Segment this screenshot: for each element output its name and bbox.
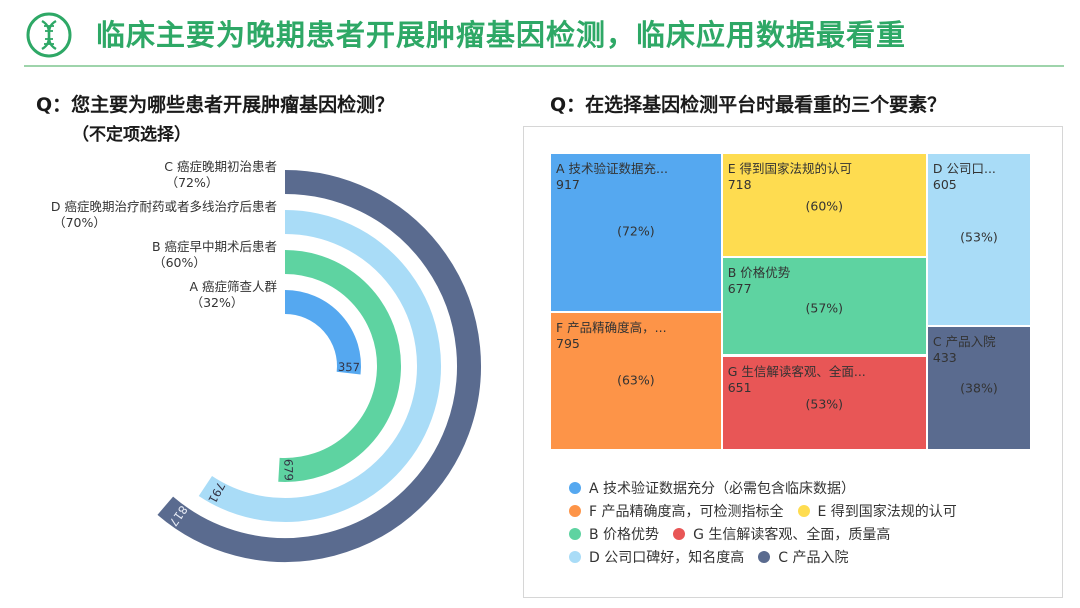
legend-item[interactable]: E 得到国家法规的认可 xyxy=(797,501,957,524)
legend-row: B 价格优势 G 生信解读客观、全面，质量高 xyxy=(569,524,971,547)
dna-logo-icon xyxy=(26,12,72,58)
treemap-cell-value: 433 xyxy=(932,350,957,366)
legend-label: A 技术验证数据充分（必需包含临床数据） xyxy=(589,481,856,497)
question-2: Q：在选择基因检测平台时最看重的三个要素？ xyxy=(550,94,947,116)
legend-swatch-icon xyxy=(673,528,686,540)
treemap-cell-name: D 公司口... xyxy=(932,161,996,176)
treemap-cell-C: C 产品入院 433 (38%) xyxy=(927,327,1030,449)
legend-item[interactable]: G 生信解读客观、全面，质量高 xyxy=(673,524,890,547)
radial-pct-label-C: （72%） xyxy=(166,175,219,190)
radial-category-label-D: D 癌症晚期治疗耐药或者多线治疗后患者 xyxy=(51,199,277,214)
treemap-legend: A 技术验证数据充分（必需包含临床数据） F 产品精确度高，可检测指标全 E 得到国… xyxy=(569,478,971,570)
legend-item[interactable]: B 价格优势 xyxy=(569,524,659,547)
legend-label: D 公司口碑好，知名度高 xyxy=(589,550,745,566)
question-1: Q：您主要为哪些患者开展肿瘤基因检测？ xyxy=(36,94,395,116)
treemap-cell-pct: (60%) xyxy=(805,198,844,214)
title-divider xyxy=(24,65,1064,67)
treemap-cell-value: 795 xyxy=(556,336,580,352)
treemap-cell-pct: (53%) xyxy=(960,229,998,245)
legend-item[interactable]: A 技术验证数据充分（必需包含临床数据） xyxy=(569,478,855,501)
treemap-cell-pct: (53%) xyxy=(805,396,844,412)
treemap-cell-name: C 产品入院 xyxy=(932,334,996,350)
radial-category-label-A: A 癌症筛查人群 xyxy=(189,279,277,294)
legend-label: C 产品入院 xyxy=(778,550,849,566)
treemap-cell-pct: (38%) xyxy=(960,380,998,396)
legend-swatch-icon xyxy=(758,551,771,563)
radial-bar-D xyxy=(198,210,441,522)
radial-bar-C xyxy=(157,170,481,562)
treemap-cell-E: E 得到国家法规的认可 718 (60%) xyxy=(722,154,926,257)
treemap-cell-value: 718 xyxy=(727,177,752,192)
page-title: 临床主要为晚期患者开展肿瘤基因检测，临床应用数据最看重 xyxy=(96,18,907,52)
treemap-cell-B: B 价格优势 677 (57%) xyxy=(722,258,926,355)
treemap-cell-G: G 生信解读客观、全面... 651 (53%) xyxy=(722,356,926,449)
legend-row: D 公司口碑好，知名度高 C 产品入院 xyxy=(569,547,971,570)
treemap-cell-pct: (72%) xyxy=(617,223,655,239)
radial-pct-label-A: （32%） xyxy=(191,295,244,310)
legend-item[interactable]: D 公司口碑好，知名度高 xyxy=(569,547,744,570)
legend-swatch-icon xyxy=(569,505,581,517)
question-1-subtitle: （不定项选择） xyxy=(72,125,191,145)
radial-category-label-C: C 癌症晚期初治患者 xyxy=(164,159,277,174)
legend-label: G 生信解读客观、全面，质量高 xyxy=(693,527,891,543)
treemap-cell-pct: (57%) xyxy=(805,300,844,316)
treemap-cell-A: A 技术验证数据充... 917 (72%) xyxy=(551,154,721,312)
legend-swatch-icon xyxy=(569,528,581,540)
legend-swatch-icon xyxy=(797,505,810,517)
treemap-cell-value: 651 xyxy=(727,379,752,395)
treemap-cell-name: G 生信解读客观、全面... xyxy=(727,363,866,379)
legend-label: F 产品精确度高，可检测指标全 xyxy=(589,504,784,520)
treemap-cell-D: D 公司口... 605 (53%) xyxy=(927,154,1030,326)
radial-value-label-A: 357 xyxy=(338,360,360,375)
radial-bar-A xyxy=(284,290,361,375)
legend-row: F 产品精确度高，可检测指标全 E 得到国家法规的认可 xyxy=(569,501,971,524)
legend-row: A 技术验证数据充分（必需包含临床数据） xyxy=(569,478,971,501)
treemap-cell-F: F 产品精确度高，... 795 (63%) xyxy=(551,313,721,449)
radial-pct-label-D: （70%） xyxy=(53,215,106,230)
treemap-cell-value: 605 xyxy=(932,177,957,192)
treemap-cell-value: 677 xyxy=(727,281,752,297)
treemap-cell-name: F 产品精确度高，... xyxy=(556,320,667,336)
treemap-cell-name: B 价格优势 xyxy=(727,265,791,281)
treemap-cell-name: A 技术验证数据充... xyxy=(556,161,668,176)
legend-label: E 得到国家法规的认可 xyxy=(817,504,957,520)
treemap-cell-pct: (63%) xyxy=(617,372,655,388)
legend-swatch-icon xyxy=(569,551,581,563)
legend-item[interactable]: F 产品精确度高，可检测指标全 xyxy=(569,501,784,524)
treemap-cell-name: E 得到国家法规的认可 xyxy=(727,161,853,176)
radial-category-label-B: B 癌症早中期术后患者 xyxy=(152,239,277,254)
treemap-cell-value: 917 xyxy=(556,177,580,192)
radial-pct-label-B: （60%） xyxy=(153,255,206,270)
radial-bar-B xyxy=(278,250,401,482)
legend-item[interactable]: C 产品入院 xyxy=(758,547,848,570)
radial-value-label-B: 679 xyxy=(281,459,296,481)
legend-swatch-icon xyxy=(569,482,581,494)
legend-label: B 价格优势 xyxy=(589,527,660,543)
